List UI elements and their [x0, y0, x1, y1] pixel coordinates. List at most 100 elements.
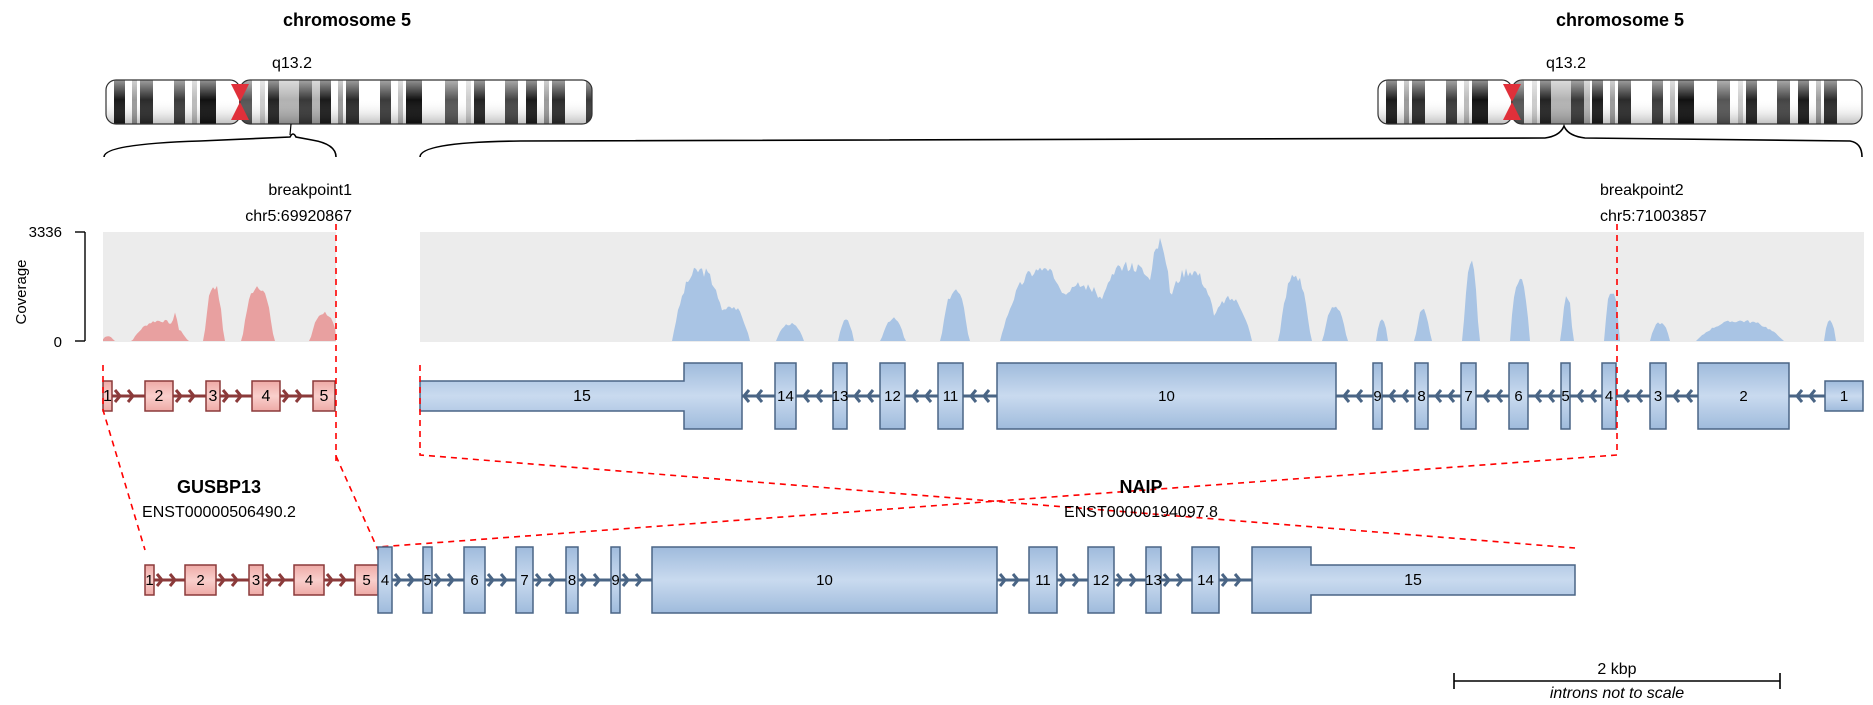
fusion-gene2-exon-11: 11: [1028, 546, 1058, 614]
coverage-track-gene1: [103, 285, 336, 341]
strand-arrow: [969, 389, 978, 403]
strand-arrow: [277, 573, 286, 587]
exon-1: 1: [1824, 380, 1864, 412]
strand-arrow: [433, 573, 442, 587]
exon-label: 2: [1739, 388, 1747, 405]
fusion-transcript: 1 2 3 4 5 4 5 6 7 8 9 10 11 12 13 14 15: [144, 546, 1576, 614]
exon-14: 14: [774, 362, 797, 430]
exon-label: 7: [520, 572, 528, 589]
gene2-track: 15 14 13 12 11 10 9 8 7 6 5 4 3 2 1: [419, 362, 1864, 430]
strand-arrow: [1447, 389, 1456, 403]
right-chromosome-band: q13.2: [1546, 55, 1586, 72]
strand-arrow: [174, 389, 183, 403]
exon-7: 7: [1460, 362, 1477, 430]
exon-6: 6: [1508, 362, 1529, 430]
exon-label: 2: [196, 572, 204, 589]
strand-arrow: [1342, 389, 1351, 403]
left-chromosome-title: chromosome 5: [283, 10, 411, 30]
breakpoint1-label: breakpoint1: [268, 182, 352, 199]
gene1-symbol: GUSBP13: [177, 477, 261, 497]
exon-label: 12: [884, 388, 901, 405]
strand-arrow: [592, 573, 601, 587]
exon-9: 9: [1372, 362, 1383, 430]
strand-arrow: [1058, 573, 1067, 587]
exon-3: 3: [205, 380, 221, 412]
fusion-gene2-exon-8: 8: [565, 546, 579, 614]
strand-arrow: [621, 573, 630, 587]
strand-arrow: [1388, 389, 1397, 403]
fusion-gene2-exon-14: 14: [1191, 546, 1220, 614]
fusion-gene1-exon-2: 2: [184, 564, 217, 596]
exon-label: 13: [1145, 572, 1162, 589]
centromere: [1503, 84, 1521, 120]
breakpoint2-position: chr5:71003857: [1600, 208, 1707, 225]
connector-gene1-end: [335, 455, 379, 551]
fusion-gene1-exon-5: 5: [354, 564, 379, 596]
exon-label: 7: [1464, 388, 1472, 405]
exon-label: 14: [1197, 572, 1214, 589]
strand-arrow: [579, 573, 588, 587]
gene2-transcript: ENST00000194097.8: [1064, 504, 1218, 521]
strand-arrow: [924, 389, 933, 403]
strand-arrow: [815, 389, 824, 403]
chromosome-bands: [106, 80, 592, 124]
coverage-max-label: 3336: [29, 224, 62, 241]
exon-label: 11: [1035, 572, 1051, 589]
exon-8: 8: [1414, 362, 1429, 430]
exon-label: 13: [832, 388, 849, 405]
exon-4: 4: [251, 380, 281, 412]
fusion-gene2-exon-7: 7: [515, 546, 534, 614]
strand-arrow: [1589, 389, 1598, 403]
scale-bar-note: introns not to scale: [1550, 685, 1684, 702]
strand-arrow: [217, 573, 226, 587]
scale-bar: 2 kbp introns not to scale: [1453, 661, 1781, 702]
strand-arrow: [853, 389, 862, 403]
fusion-gene2-exon-5: 5: [422, 546, 433, 614]
strand-arrow: [742, 389, 751, 403]
strand-arrow: [221, 389, 230, 403]
strand-arrow: [1576, 389, 1585, 403]
strand-arrow: [1495, 389, 1504, 403]
strand-arrow: [325, 573, 334, 587]
chromosome-bands: [1378, 80, 1862, 124]
strand-arrow: [1434, 389, 1443, 403]
exon-label: 15: [1404, 572, 1422, 589]
exon-label: 5: [320, 388, 329, 405]
fusion-gene1-exon-4: 4: [293, 564, 325, 596]
strand-arrow: [1220, 573, 1229, 587]
exon-label: 5: [1561, 388, 1569, 405]
right-chromosome: chromosome 5 q13.2: [419, 10, 1863, 158]
strand-arrow: [406, 573, 415, 587]
exon-label: 10: [816, 572, 833, 589]
gene1-track: 1 2 3 4 5: [102, 380, 336, 412]
strand-arrow: [998, 573, 1007, 587]
fusion-gene1-exon-1: 1: [144, 564, 155, 596]
scale-bar-label: 2 kbp: [1597, 661, 1636, 678]
exon-label: 14: [777, 388, 794, 405]
strand-arrow: [1547, 389, 1556, 403]
strand-arrow: [911, 389, 920, 403]
exon-4: 4: [1601, 362, 1617, 430]
strand-arrow: [168, 573, 177, 587]
strand-arrow: [1401, 389, 1410, 403]
right-zoom-bracket: [419, 123, 1863, 158]
exon-label: 3: [209, 388, 218, 405]
exon-label: 6: [470, 572, 478, 589]
strand-arrow: [1175, 573, 1184, 587]
strand-arrow: [1162, 573, 1171, 587]
exon-label: 9: [611, 572, 619, 589]
exon-3: 3: [1649, 362, 1667, 430]
connector-gene2-end: [377, 454, 1618, 548]
exon-12: 12: [879, 362, 906, 430]
strand-arrow: [534, 573, 543, 587]
fusion-gene2-exon-9: 9: [610, 546, 621, 614]
left-zoom-bracket: [103, 133, 337, 158]
exon-5: 5: [1560, 362, 1571, 430]
fusion-gene2-exon-4: 4: [377, 546, 393, 614]
strand-arrow: [1622, 389, 1631, 403]
exon-label: 4: [305, 572, 313, 589]
strand-arrow: [1233, 573, 1242, 587]
strand-arrow: [1635, 389, 1644, 403]
coverage-track-gene2: [420, 237, 1864, 341]
strand-arrow: [281, 389, 290, 403]
